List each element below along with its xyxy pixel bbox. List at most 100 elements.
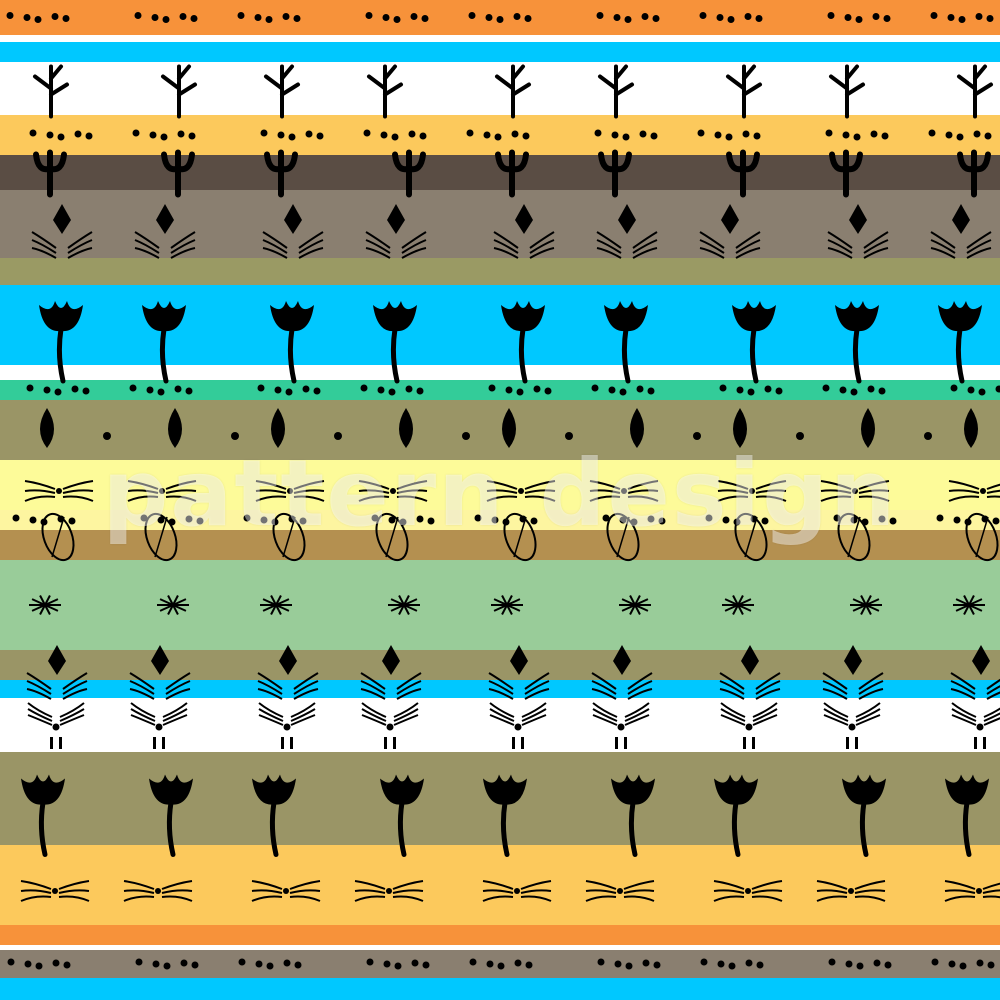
motif-stroke: [405, 385, 413, 393]
motif-stroke: [636, 385, 644, 393]
diamond-motif: [26, 645, 1000, 700]
motif-stroke: [827, 12, 835, 19]
motif-stroke: [502, 408, 516, 448]
motif-stroke: [165, 688, 191, 700]
motif-stroke: [642, 959, 650, 967]
motif-stroke: [162, 737, 165, 749]
motif-stroke: [272, 512, 306, 562]
motif-stroke: [290, 702, 316, 718]
motif-stroke: [270, 301, 314, 332]
motif-stroke: [59, 714, 85, 726]
motif-stroke: [720, 702, 746, 718]
motif-stroke: [878, 387, 886, 395]
motif-stroke: [495, 149, 529, 198]
motif-stroke: [153, 737, 156, 749]
motif-stroke: [847, 516, 861, 558]
motif-stroke: [67, 239, 93, 254]
motif-stroke: [20, 880, 52, 890]
motif-stroke: [719, 680, 745, 695]
motif-stroke: [257, 384, 265, 392]
motif-stroke: [162, 16, 170, 23]
motif-stroke: [43, 386, 51, 394]
motif-stroke: [493, 247, 519, 259]
motif-stroke: [591, 688, 617, 700]
motif-stroke: [982, 889, 1000, 894]
motif-stroke: [269, 800, 279, 857]
motif-stroke: [720, 714, 746, 726]
motif-stroke: [728, 962, 736, 970]
motif-stroke: [134, 12, 142, 19]
motif-stroke: [652, 15, 660, 22]
motif-stroke: [848, 723, 856, 731]
motif-stroke: [489, 708, 515, 722]
motif-stroke: [938, 301, 982, 332]
motif-stroke: [281, 737, 284, 749]
motif-stroke: [360, 688, 386, 700]
motif-stroke: [288, 133, 296, 141]
motif-stroke: [396, 495, 428, 502]
motif-stroke: [62, 489, 94, 494]
motif-stroke: [289, 895, 321, 902]
motif-stroke: [392, 880, 424, 890]
motif-stroke: [20, 895, 52, 902]
motif-stroke: [647, 387, 655, 395]
motif-stroke: [827, 247, 853, 259]
motif-stroke: [313, 387, 321, 395]
motif-stroke: [166, 800, 176, 857]
motif-stroke: [361, 714, 387, 726]
motif-stroke: [716, 14, 724, 21]
motif-stroke: [699, 12, 707, 19]
star-motif-row: [29, 595, 985, 615]
motif-stroke: [964, 408, 978, 448]
motif-stroke: [591, 680, 617, 695]
motif-stroke: [170, 231, 196, 249]
motif-stroke: [761, 517, 769, 525]
motif-stroke: [74, 130, 82, 138]
motif-stroke: [51, 13, 59, 20]
motif-stroke: [26, 680, 52, 695]
motif-stroke: [948, 489, 980, 494]
motif-stroke: [354, 895, 386, 902]
motif-stroke: [165, 495, 197, 502]
motif-stroke: [930, 239, 956, 254]
motif-stroke: [130, 714, 156, 726]
motif-stroke: [764, 385, 772, 393]
motif-stroke: [39, 301, 83, 332]
motif-stroke: [820, 480, 852, 490]
motif-stroke: [130, 708, 156, 722]
motif-stroke: [41, 512, 75, 562]
tulip-motif-row: [39, 301, 982, 384]
motif-stroke: [31, 239, 57, 254]
stripe-band: [0, 925, 1000, 945]
dots-motif-row: [26, 384, 1000, 396]
stripe-band: [0, 62, 1000, 115]
motif-stroke: [751, 880, 783, 890]
motif-stroke: [56, 488, 62, 494]
motif-stroke: [705, 514, 713, 522]
motif-stroke: [930, 231, 956, 249]
motif-stroke: [31, 247, 57, 259]
motif-stroke: [714, 131, 722, 139]
motif-stroke: [494, 133, 502, 141]
face-motif: [27, 702, 1000, 749]
twig-motif: [33, 64, 993, 119]
motif-stroke: [59, 737, 62, 749]
motif-stroke: [251, 895, 283, 902]
stripe-band: [0, 945, 1000, 950]
motif-stroke: [58, 895, 90, 902]
motif-stroke: [140, 514, 148, 522]
motif-stroke: [627, 672, 653, 690]
motif-stroke: [533, 385, 541, 393]
motif-stroke: [82, 387, 90, 395]
motif-stroke: [185, 515, 193, 523]
motif-stroke: [26, 672, 52, 690]
motif-stroke: [27, 714, 53, 726]
motif-stroke: [361, 708, 387, 722]
motif-stroke: [624, 708, 650, 722]
motif-stroke: [29, 129, 37, 137]
motif-stroke: [62, 688, 88, 700]
motif-stroke: [123, 895, 155, 902]
motif-stroke: [293, 672, 319, 690]
tulip-motif-row: [21, 774, 989, 857]
motif-stroke: [258, 702, 284, 718]
